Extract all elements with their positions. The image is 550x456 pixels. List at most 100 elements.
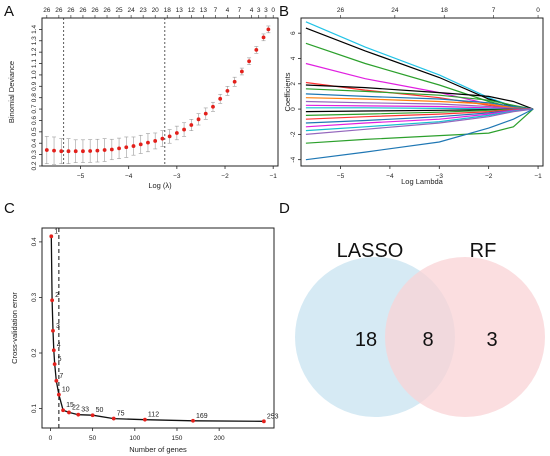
y-tick-label: 0.2 <box>31 161 38 170</box>
y-tick-label: -2 <box>290 131 297 137</box>
panel-a-x-ticks: −5 −4 −3 −2 −1 <box>77 166 277 180</box>
venn-label-rf: RF <box>470 240 497 262</box>
rfe-line <box>50 236 264 422</box>
cv-point <box>160 136 165 141</box>
rfe-point <box>50 298 55 303</box>
rfe-point-label: 112 <box>148 412 159 419</box>
top-tick-label: 25 <box>115 7 123 14</box>
top-tick-label: 7 <box>214 7 218 14</box>
panel-b-xlabel: Log Lambda <box>401 177 444 186</box>
coefficient-path <box>305 88 534 110</box>
cv-point <box>109 147 114 152</box>
rfe-point <box>191 418 195 423</box>
x-tick-label: −1 <box>269 173 277 180</box>
rfe-point <box>143 417 147 422</box>
venn-label-lasso: LASSO <box>337 240 404 262</box>
y-tick-label: 1.4 <box>31 24 38 33</box>
cv-point <box>239 69 244 74</box>
cv-point <box>124 145 129 150</box>
panel-c-points <box>49 234 266 424</box>
rfe-point-label: 169 <box>196 413 208 420</box>
venn-count-intersection: 8 <box>422 329 433 351</box>
rfe-point-label: 10 <box>62 387 70 394</box>
panel-a-chart: 26 26 26 26 26 26 25 24 23 20 18 13 12 13 7 4 7 4 3 3 0 −5 −4… <box>7 7 279 190</box>
y-tick-label: 0.6 <box>31 116 38 125</box>
venn-circle-rf <box>385 257 545 417</box>
rfe-point-label: 4 <box>57 342 61 349</box>
top-tick-label: 26 <box>337 7 345 14</box>
cv-point <box>102 148 107 152</box>
panel-a-points <box>44 27 271 154</box>
coefficient-path <box>305 42 534 110</box>
y-tick-label: 0.3 <box>31 293 38 302</box>
rfe-point <box>51 348 56 353</box>
rfe-point-label: 5 <box>58 356 62 363</box>
cv-point <box>138 142 143 147</box>
rfe-point <box>61 408 65 413</box>
top-tick-label: 3 <box>257 7 261 14</box>
cv-point <box>203 111 208 116</box>
top-tick-label: 13 <box>200 7 208 14</box>
panel-b-plot-frame <box>300 17 544 167</box>
cv-point <box>254 47 259 52</box>
panel-a-top-axis: 26 26 26 26 26 26 25 24 23 20 18 13 12 13 7 4 7 4 3 3 0 <box>43 7 275 18</box>
x-tick-label: −5 <box>337 173 345 180</box>
cv-point <box>218 96 223 101</box>
rfe-point-label: 22 <box>72 404 80 411</box>
panel-c-xlabel: Number of genes <box>129 445 187 454</box>
x-tick-label: 200 <box>214 435 225 442</box>
panel-a-vlines <box>63 18 166 166</box>
y-tick-label: 0.4 <box>31 237 38 246</box>
cv-point <box>174 131 179 135</box>
y-tick-label: 0.4 <box>31 138 38 147</box>
top-tick-label: 26 <box>55 7 63 14</box>
top-tick-label: 26 <box>43 7 51 14</box>
rfe-point-label: 15 <box>66 402 74 409</box>
panel-a-y-ticks: 0.2 0.3 0.4 0.5 0.6 0.7 0.8 0.9 1.0 1.1 1.2 1.3 1.4 <box>31 24 42 171</box>
top-tick-label: 26 <box>103 7 111 14</box>
coefficient-path <box>305 27 534 110</box>
y-tick-label: 2 <box>290 82 297 86</box>
venn-count-rf-only: 3 <box>486 329 497 351</box>
cv-point <box>196 117 201 122</box>
x-tick-label: −3 <box>436 173 444 180</box>
x-tick-label: 100 <box>129 435 140 442</box>
cv-point <box>153 139 158 143</box>
cv-point <box>266 27 271 32</box>
coefficient-path <box>305 93 534 110</box>
rfe-point-label: 1 <box>54 228 58 235</box>
panel-b-top-axis: 26 24 18 7 0 <box>337 7 540 18</box>
cv-point <box>95 148 100 153</box>
panel-c-y-ticks: 0.1 0.2 0.3 0.4 <box>31 237 42 413</box>
panel-b-y-ticks: -4 -2 0 2 4 6 <box>290 31 301 163</box>
cv-point <box>88 149 93 153</box>
y-tick-label: 1.1 <box>31 59 38 68</box>
panel-letter-d: D <box>279 200 290 217</box>
y-tick-label: -4 <box>290 156 297 162</box>
x-tick-label: 50 <box>89 435 97 442</box>
panel-letter-a: A <box>4 3 14 20</box>
top-tick-label: 26 <box>91 7 99 14</box>
rfe-point <box>67 410 71 415</box>
rfe-point-label: 75 <box>117 411 125 418</box>
top-tick-label: 13 <box>176 7 184 14</box>
rfe-point-label: 33 <box>81 407 89 414</box>
rfe-point <box>261 419 266 424</box>
cv-point <box>182 127 186 132</box>
rfe-point-label: 253 <box>267 413 279 420</box>
cv-point <box>247 59 252 64</box>
venn-count-lasso-only: 18 <box>355 329 377 351</box>
y-tick-label: 1.3 <box>31 36 38 45</box>
cv-point <box>232 79 237 84</box>
panel-b-ylabel: Coefficients <box>283 72 292 111</box>
rfe-point-label: 7 <box>59 373 63 380</box>
rfe-point <box>111 416 116 421</box>
top-tick-label: 7 <box>238 7 242 14</box>
panel-letter-c: C <box>4 200 15 217</box>
panel-c-series-line <box>50 236 264 422</box>
panel-a-xlabel: Log (λ) <box>148 181 172 190</box>
x-tick-label: −4 <box>125 173 133 180</box>
y-tick-label: 0.9 <box>31 81 38 90</box>
